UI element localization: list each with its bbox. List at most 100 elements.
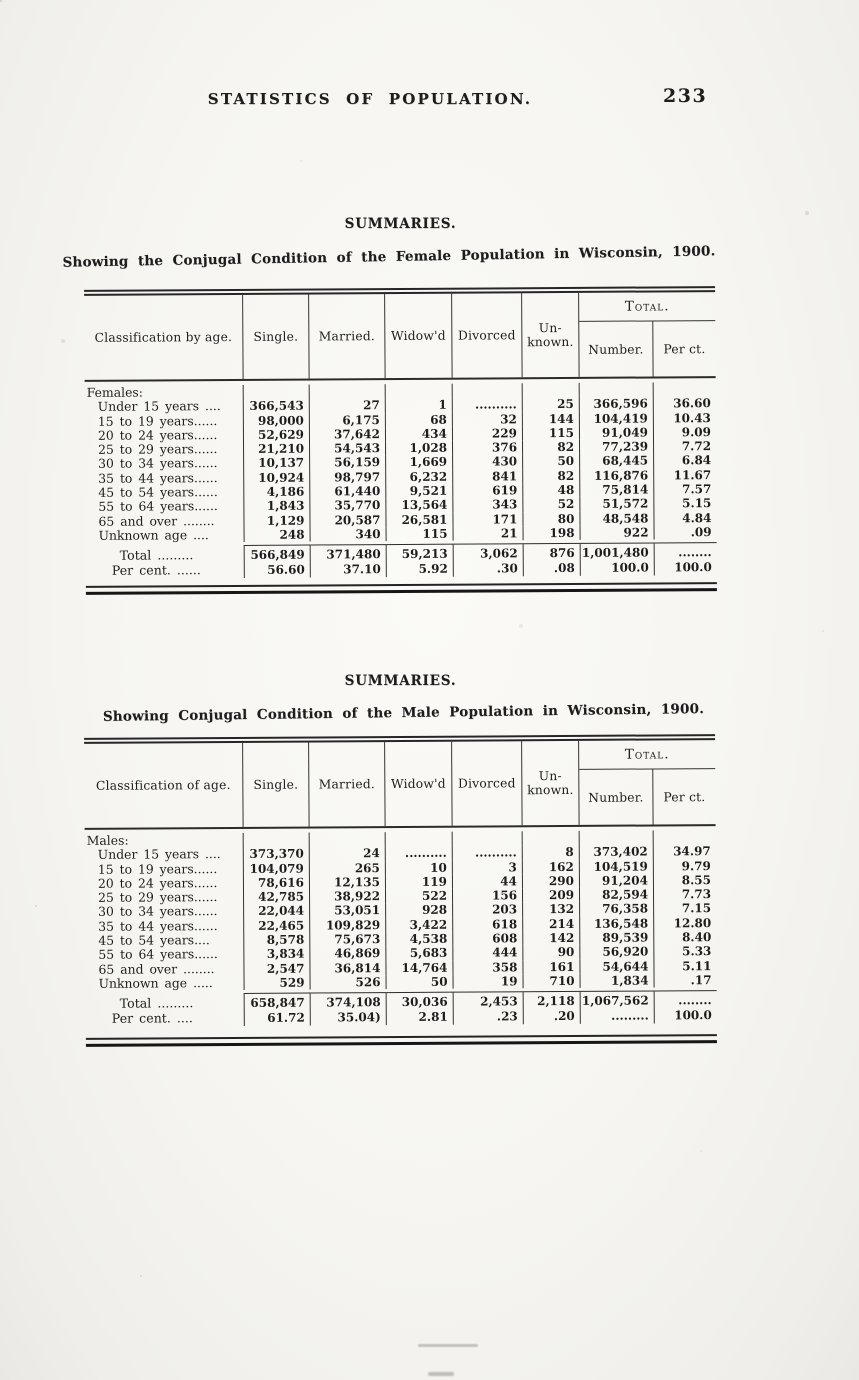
cell-divorced: ..........	[452, 397, 523, 413]
cell-widowed: 3,422	[386, 917, 454, 933]
cell-per_ct: .09	[690, 525, 712, 540]
percent-row-label: Per cent. ......	[111, 562, 201, 579]
cell-widowed: 1,669	[386, 455, 454, 470]
cell-widowed: 434	[385, 426, 454, 442]
cell-number: 104,519	[579, 859, 654, 874]
row-label: 55 to 64 years......	[85, 499, 245, 515]
cell-number: 366,596	[579, 396, 654, 412]
cell-number: 922	[580, 525, 655, 541]
percent-value-per_ct: 100.0	[674, 1008, 712, 1023]
cell-widowed: 9,521	[386, 483, 454, 499]
cell-unknown: 290	[522, 873, 580, 889]
percent-value-divorced: .23	[496, 1009, 518, 1024]
column-header-per-ct: Per ct.	[663, 341, 706, 356]
cell-single	[243, 832, 310, 848]
scan-smudge	[428, 1372, 454, 1376]
column-header-married: Married.	[309, 294, 386, 379]
row-label: 25 to 29 years......	[85, 442, 245, 458]
totals-column-widowed: 59,213 5.92	[386, 543, 454, 578]
column-header-classification: Classification of age.	[84, 742, 244, 828]
percent-value-widowed: 2.81	[418, 1009, 448, 1025]
row-label: Unknown age .....	[85, 975, 245, 992]
scan-smudge	[418, 1344, 478, 1347]
total-value-number: 1,067,562	[581, 993, 649, 1009]
cell-widowed: 26,581	[386, 512, 454, 528]
percent-value-widowed: 5.92	[418, 561, 448, 577]
cell-number: 1,834	[580, 973, 655, 989]
cell-widowed: 68	[385, 412, 453, 427]
cell-widowed: 4,538	[386, 931, 454, 947]
cell-number	[579, 382, 654, 398]
percent-value-married: 37.10	[343, 562, 381, 577]
cell-single: 21,210	[244, 441, 311, 457]
cell-single: 10,924	[244, 470, 311, 486]
percent-value-single: 56.60	[267, 562, 305, 578]
totals-column-divorced: 2,453.23	[453, 991, 524, 1025]
cell-unknown: 144	[522, 411, 580, 427]
total-value-number: 1,001,480	[581, 545, 649, 561]
cell-per_ct: 10.43	[673, 410, 711, 425]
cell-married: 61,440	[310, 484, 387, 499]
cell-married: 35,770	[310, 498, 387, 514]
cell-divorced: ..........	[452, 845, 523, 861]
column-header-married: Married.	[309, 742, 386, 827]
column-group-total: Total. Number. Per ct.	[579, 740, 716, 825]
column-header-number: Number.	[579, 321, 654, 377]
cell-single: 22,044	[244, 904, 311, 919]
total-value-unknown: 2,118	[537, 994, 575, 1009]
page-title: STATISTICS OF POPULATION.	[207, 90, 533, 108]
cell-per_ct: 7.73	[681, 887, 712, 902]
column-header-per-ct: Per ct.	[663, 789, 706, 804]
cell-divorced: 3	[452, 859, 523, 875]
total-value-unknown: 876	[549, 546, 575, 561]
row-label: Females:	[84, 384, 244, 401]
column-header-unknown-line1: Un-	[538, 321, 562, 336]
totals-column-divorced: 3,062.30	[453, 543, 524, 577]
cell-widowed: 10	[385, 860, 453, 875]
cell-number: 77,239	[580, 439, 655, 455]
cell-married: 265	[309, 860, 386, 876]
cell-number: 136,548	[580, 916, 655, 931]
cell-married: 98,797	[310, 469, 387, 485]
column-header-divorced: Divorced	[452, 741, 523, 826]
total-value-single: 566,849	[250, 547, 305, 563]
row-label: 35 to 44 years......	[85, 470, 245, 487]
cell-number: 68,445	[580, 453, 655, 469]
column-header-classification: Classification by age.	[84, 294, 244, 380]
cell-divorced: 203	[453, 902, 524, 918]
row-label: 35 to 44 years......	[85, 918, 245, 935]
column-header-unknown: Un- known.	[522, 292, 580, 378]
cell-per_ct: 11.67	[673, 467, 712, 483]
cell-widowed: 14,764	[386, 960, 454, 976]
cell-unknown: 214	[523, 916, 581, 932]
cell-per_ct: 7.72	[681, 439, 712, 454]
male-population-table: Classification of age. Single. Married. …	[84, 734, 717, 1048]
row-label: 20 to 24 years......	[84, 427, 245, 444]
cell-single: 42,785	[243, 889, 311, 905]
cell-single: 22,465	[244, 918, 311, 934]
cell-single: 1,843	[244, 498, 311, 514]
cell-married: 340	[310, 527, 387, 542]
cell-unknown: 82	[523, 468, 581, 484]
cell-single	[243, 384, 310, 400]
totals-column-number: 1,067,562.........	[580, 990, 655, 1025]
percent-row-label: Per cent. ....	[111, 1010, 193, 1027]
cell-married: 46,869	[310, 946, 387, 962]
cell-number: 48,548	[580, 511, 655, 526]
cell-per_ct: 5.11	[682, 958, 712, 973]
female-table-caption: Showing the Conjugal Condition of the Fe…	[62, 243, 716, 271]
row-label: 55 to 64 years......	[85, 947, 245, 963]
cell-married: 20,587	[310, 512, 387, 528]
cell-unknown: 162	[522, 859, 580, 875]
row-label: 20 to 24 years......	[84, 875, 244, 892]
cell-married: 12,135	[309, 874, 386, 890]
cell-widowed: 115	[386, 526, 454, 542]
cell-number: 91,049	[579, 425, 654, 441]
cell-number: 89,539	[580, 930, 655, 946]
cell-divorced: 32	[452, 411, 523, 427]
row-label: Males:	[84, 832, 244, 849]
cell-unknown: 710	[523, 973, 581, 989]
cell-single: 529	[244, 975, 311, 991]
cell-per_ct: 6.84	[681, 453, 712, 468]
cell-single: 3,834	[244, 946, 311, 962]
